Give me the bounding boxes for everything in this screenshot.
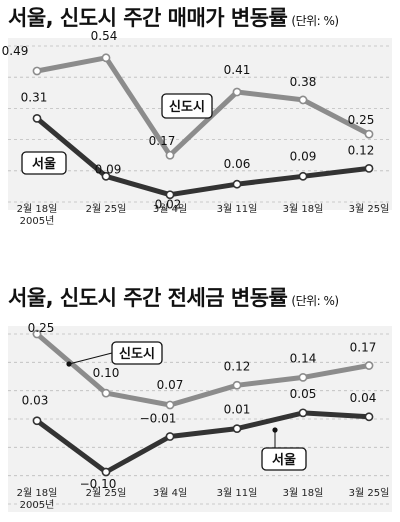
data-point xyxy=(298,95,308,105)
data-point xyxy=(298,372,308,382)
data-label: 0.31 xyxy=(21,90,48,104)
x-tick-label: 2월 18일 xyxy=(17,487,58,499)
data-label: 0.01 xyxy=(224,403,251,417)
x-tick-label: 3월 25일 xyxy=(349,487,390,499)
data-label: 0.10 xyxy=(93,366,120,380)
data-point xyxy=(364,361,374,370)
chart-panel-jeonse: 2월 18일 2월 25일 3월 4일 3월 11일 3월 18일 3월 25일 2005년… xyxy=(0,262,400,522)
data-point xyxy=(232,380,242,390)
legend-leader-dot xyxy=(66,361,72,367)
data-point xyxy=(232,424,242,434)
data-point xyxy=(32,66,42,76)
legend-leader xyxy=(68,352,113,365)
data-label: 0.05 xyxy=(290,387,317,401)
data-label: 0.25 xyxy=(28,321,55,335)
series-line xyxy=(34,410,372,475)
data-label: 0.38 xyxy=(290,75,317,89)
legend-leader-dot xyxy=(272,427,278,433)
chart-jeonse-svg: 2월 18일 2월 25일 3월 4일 3월 11일 3월 18일 3월 25일 2005년… xyxy=(8,321,392,512)
data-label: 0.17 xyxy=(350,341,377,355)
x-tick-label: 3월 4일 xyxy=(153,487,187,499)
data-label: 0.25 xyxy=(348,113,375,127)
data-point xyxy=(298,171,308,181)
data-point xyxy=(165,432,175,441)
data-point xyxy=(32,113,42,123)
data-point xyxy=(101,53,111,63)
legend-box xyxy=(111,341,163,365)
x-tick-label: 3월 25일 xyxy=(349,203,390,215)
chart-sale-svg: 2월 18일 2월 25일 3월 4일 3월 11일 3월 18일 3월 25일 2005년… xyxy=(2,29,392,227)
data-label: 0.12 xyxy=(224,359,251,373)
chart-title: 서울, 신도시 주간 전세금 변동률 (단위: %) xyxy=(8,282,339,312)
data-point xyxy=(232,179,242,189)
series-line xyxy=(34,331,372,408)
legend-label: 신도시 xyxy=(169,100,205,115)
chart-title: 서울, 신도시 주간 매매가 변동률 (단위: %) xyxy=(8,2,339,32)
data-label: 0.54 xyxy=(91,29,118,43)
data-label: 0.17 xyxy=(149,134,176,148)
x-tick-label: 3월 18일 xyxy=(283,487,324,499)
data-point xyxy=(32,329,42,339)
data-point xyxy=(232,87,242,97)
data-point xyxy=(101,467,111,477)
x-tick-label: 3월 18일 xyxy=(283,203,324,215)
x-tick-label: 3월 11일 xyxy=(217,487,258,499)
data-point xyxy=(101,388,111,398)
chart-unit: (단위: %) xyxy=(291,294,339,308)
x-tick-label: 3월 11일 xyxy=(217,203,258,215)
data-label: 0.41 xyxy=(224,63,251,77)
data-point xyxy=(165,400,175,410)
chart-unit: (단위: %) xyxy=(291,14,339,28)
data-point xyxy=(32,416,42,426)
legend-label: 서울 xyxy=(32,156,56,172)
chart-panel-sale: 2월 18일 2월 25일 3월 4일 3월 11일 3월 18일 3월 25일 2005년… xyxy=(2,2,392,227)
data-label: 0.09 xyxy=(290,149,317,163)
legend-label: 서울 xyxy=(272,452,296,468)
data-label: 0.09 xyxy=(95,162,122,176)
data-label: 0.07 xyxy=(157,378,184,392)
data-label: −0.01 xyxy=(140,412,177,426)
legend-label: 신도시 xyxy=(119,347,155,362)
data-point xyxy=(101,171,111,181)
data-label: 0.14 xyxy=(290,351,317,365)
legend-box xyxy=(21,151,67,175)
data-label: 0.04 xyxy=(350,391,377,405)
x-tick-label: 2월 25일 xyxy=(86,487,127,499)
data-label: 0.06 xyxy=(224,157,251,171)
data-point xyxy=(364,129,374,139)
data-label: −0.10 xyxy=(80,477,117,491)
data-point xyxy=(165,190,175,200)
data-point xyxy=(165,150,175,160)
chart-title-text: 서울, 신도시 주간 매매가 변동률 xyxy=(8,6,288,30)
data-label: 0.02 xyxy=(155,198,182,212)
x-tick-year: 2005년 xyxy=(20,499,55,511)
chart-title-text: 서울, 신도시 주간 전세금 변동률 xyxy=(8,286,288,310)
data-point xyxy=(364,412,374,422)
data-label: 0.49 xyxy=(2,44,29,58)
x-tick-year: 2005년 xyxy=(20,215,55,227)
x-tick-label: 2월 18일 xyxy=(17,203,58,215)
data-point xyxy=(298,408,308,418)
series-line xyxy=(34,115,372,198)
data-point xyxy=(364,163,374,173)
data-label: 0.03 xyxy=(22,394,49,408)
data-label: 0.12 xyxy=(348,143,375,157)
legend-box xyxy=(161,93,213,119)
x-tick-label: 2월 25일 xyxy=(86,203,127,215)
x-tick-label: 3월 4일 xyxy=(153,203,187,215)
series-line xyxy=(34,55,372,158)
legend-box xyxy=(261,447,307,471)
